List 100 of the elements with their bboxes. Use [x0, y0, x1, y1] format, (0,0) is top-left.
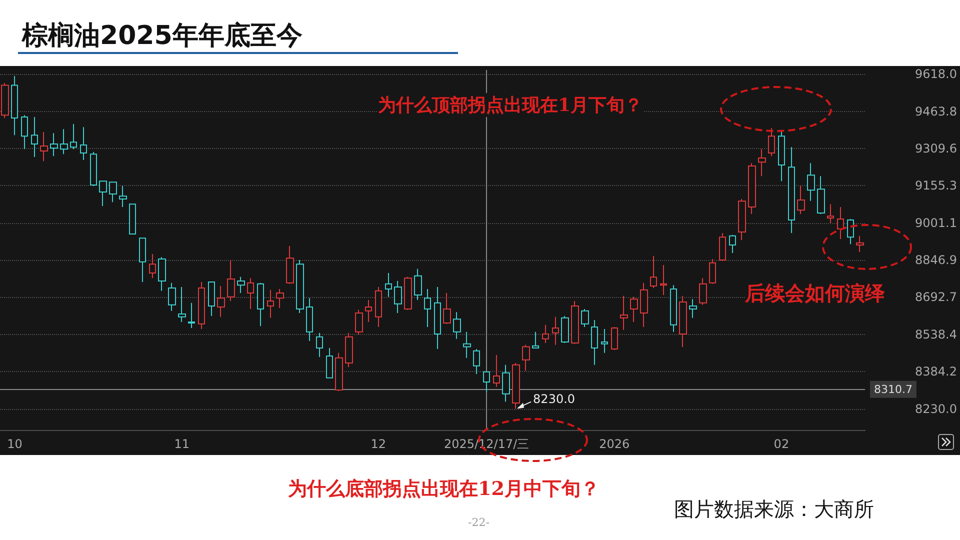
- candlestick: [60, 128, 68, 155]
- candlestick: [758, 148, 766, 177]
- y-tick-label: 9001.1: [915, 216, 957, 230]
- candlestick: [689, 298, 697, 318]
- candlestick: [463, 331, 471, 358]
- candlestick: [129, 204, 136, 234]
- y-tick-label: 9155.3: [915, 178, 957, 193]
- x-tick-label: 2025/12/17/三: [444, 437, 530, 451]
- candlestick: [837, 206, 844, 240]
- candlestick: [217, 286, 225, 318]
- candlestick: [453, 312, 461, 340]
- candlestick: [660, 264, 667, 296]
- candlestick: [778, 130, 785, 182]
- candlestick: [611, 326, 618, 350]
- candlestick: [149, 253, 156, 279]
- candlestick: [394, 280, 402, 314]
- candlestick: [316, 332, 323, 358]
- candlestick: [748, 162, 756, 214]
- candlestick: [139, 238, 146, 282]
- candlestick: [443, 292, 451, 324]
- candlestick: [178, 286, 186, 322]
- text: 为什么底部拐点出现在12月中下旬？: [288, 477, 600, 502]
- candlestick: [296, 260, 304, 314]
- candlestick: [601, 328, 608, 354]
- candlestick: [424, 288, 431, 328]
- candlestick: [80, 126, 87, 160]
- x-tick-label: 2026: [599, 437, 630, 451]
- candlestick: [50, 132, 58, 157]
- y-tick-label: 9463.8: [915, 104, 957, 118]
- candlestick: [719, 232, 726, 262]
- candlestick: [21, 114, 28, 150]
- candlestick: [375, 286, 382, 328]
- candlestick: [699, 278, 707, 306]
- annotation: 8230.0: [533, 392, 576, 406]
- candlestick: [650, 255, 657, 288]
- candlestick: [512, 362, 520, 410]
- candlestick: [306, 298, 313, 342]
- candlestick: [109, 182, 117, 203]
- candlestick: [70, 124, 77, 150]
- candlestick: [679, 295, 687, 348]
- candlestick: [276, 288, 284, 308]
- candlestick: [552, 316, 559, 346]
- candlestick: [502, 364, 510, 402]
- candlestick: [738, 198, 746, 240]
- candlestick: [237, 276, 245, 294]
- candlestick: [788, 146, 795, 234]
- candlestick: [797, 185, 805, 214]
- candlestick: [620, 295, 628, 330]
- candlestick: [670, 284, 677, 332]
- candlestick: [729, 234, 736, 254]
- candlestick: [522, 344, 530, 372]
- y-tick-label: 8846.9: [915, 253, 957, 268]
- candlestick: [227, 260, 235, 302]
- candlestick: [247, 278, 254, 310]
- candlestick: [768, 128, 775, 157]
- candlestick: [473, 348, 480, 375]
- candlestick: [168, 282, 176, 312]
- candlestick: [99, 180, 107, 206]
- annotation: 后续会如何演绎: [745, 280, 885, 307]
- candlestick: [404, 276, 412, 310]
- candlestick: [90, 151, 97, 186]
- candlestick: [267, 289, 274, 318]
- candlestick: [709, 258, 716, 284]
- chart-title: 棕榈油2025年年底至今: [22, 20, 302, 53]
- candlestick: [326, 348, 333, 378]
- y-tick-label: 8538.4: [915, 327, 957, 342]
- candlestick: [571, 300, 579, 344]
- x-tick-label: 02: [774, 437, 790, 451]
- candlestick: [542, 324, 549, 344]
- candlestick: [257, 282, 264, 327]
- candlestick: [208, 281, 215, 316]
- candlestick: [40, 131, 48, 162]
- candlestick: [827, 204, 834, 224]
- y-tick-label: 8230.0: [915, 402, 957, 416]
- candlestick: [581, 308, 589, 328]
- annotation: 为什么顶部拐点出现在1月下旬？: [378, 93, 643, 117]
- candlestick: [856, 235, 864, 253]
- candlestick: [414, 268, 422, 301]
- candlestick: [335, 352, 343, 392]
- y-tick-label: 9309.6: [915, 141, 957, 156]
- text: 图片数据来源：大商所: [674, 496, 874, 523]
- candlestick: [807, 162, 815, 202]
- ref-line-label: 8310.7: [874, 382, 912, 396]
- candlestick: [561, 315, 569, 344]
- candlestick: [286, 246, 294, 284]
- candlestick: [365, 300, 372, 322]
- y-tick-label: 8384.2: [915, 364, 957, 379]
- candlestick: [158, 256, 166, 292]
- candlestick: [385, 272, 392, 298]
- x-tick-label: 10: [7, 437, 22, 451]
- candlestick: [532, 331, 539, 349]
- x-tick-label: 12: [370, 437, 386, 451]
- candlestick: [640, 282, 648, 328]
- candlestick: [355, 309, 363, 336]
- candlestick: [434, 286, 441, 350]
- y-tick-label: 9618.0: [915, 67, 957, 82]
- candlestick: [188, 302, 195, 329]
- text: -22-: [468, 516, 490, 529]
- candlestick: [31, 116, 38, 158]
- candlestick: [11, 76, 18, 136]
